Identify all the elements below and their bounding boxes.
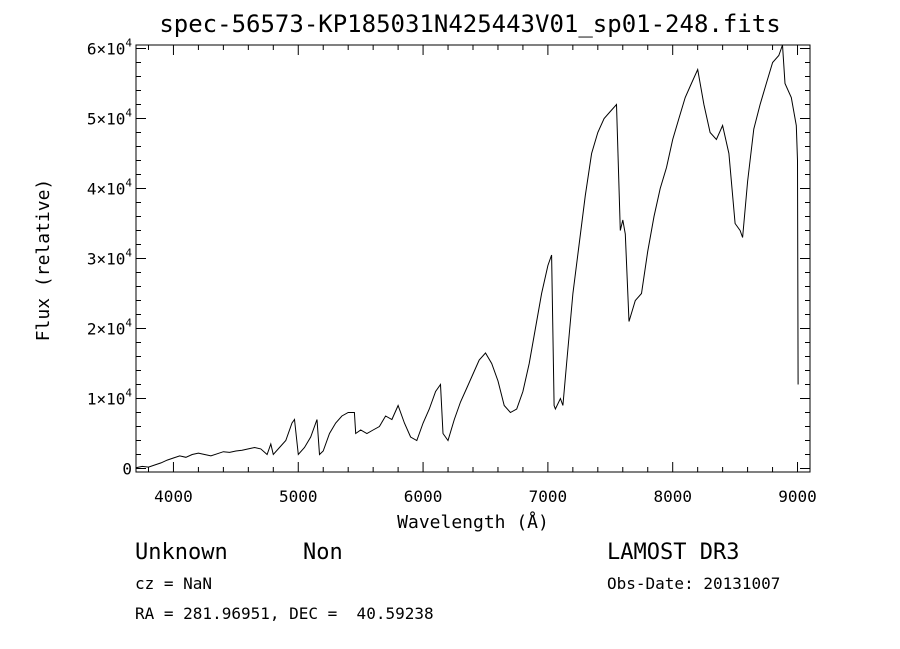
observation-date: Obs-Date: 20131007 xyxy=(607,574,780,593)
sky-coordinates: RA = 281.96951, DEC = 40.59238 xyxy=(135,604,434,623)
y-tick-label: 2×104 xyxy=(87,317,133,339)
x-axis-label: Wavelength (Å) xyxy=(397,511,549,533)
x-axis: 4000 5000 6000 7000 8000 9000 xyxy=(147,45,817,506)
y-tick-label: 0 xyxy=(122,460,132,479)
x-tick-label: 6000 xyxy=(404,487,443,506)
y-axis-label: Flux (relative) xyxy=(33,179,54,342)
object-class: Unknown xyxy=(135,540,228,565)
x-tick-label: 7000 xyxy=(529,487,568,506)
plot-frame xyxy=(135,44,811,473)
flux-spectrum-line xyxy=(135,44,799,469)
chart-title: spec-56573-KP185031N425443V01_sp01-248.f… xyxy=(159,10,780,38)
x-tick-label: 4000 xyxy=(154,487,193,506)
y-tick-label: 4×104 xyxy=(87,177,133,199)
survey-label: LAMOST DR3 xyxy=(607,540,739,565)
x-tick-label: 5000 xyxy=(279,487,318,506)
object-subclass: Non xyxy=(303,540,343,565)
redshift-cz: cz = NaN xyxy=(135,574,212,593)
y-tick-label: 1×104 xyxy=(87,387,133,409)
y-tick-label: 5×104 xyxy=(87,107,133,129)
y-axis: 0 1×104 2×104 3×104 4×104 5×104 6×104 xyxy=(87,37,810,479)
y-tick-label: 6×104 xyxy=(87,37,133,59)
y-tick-label: 3×104 xyxy=(87,247,133,269)
x-tick-label: 8000 xyxy=(653,487,692,506)
x-tick-label: 9000 xyxy=(778,487,817,506)
